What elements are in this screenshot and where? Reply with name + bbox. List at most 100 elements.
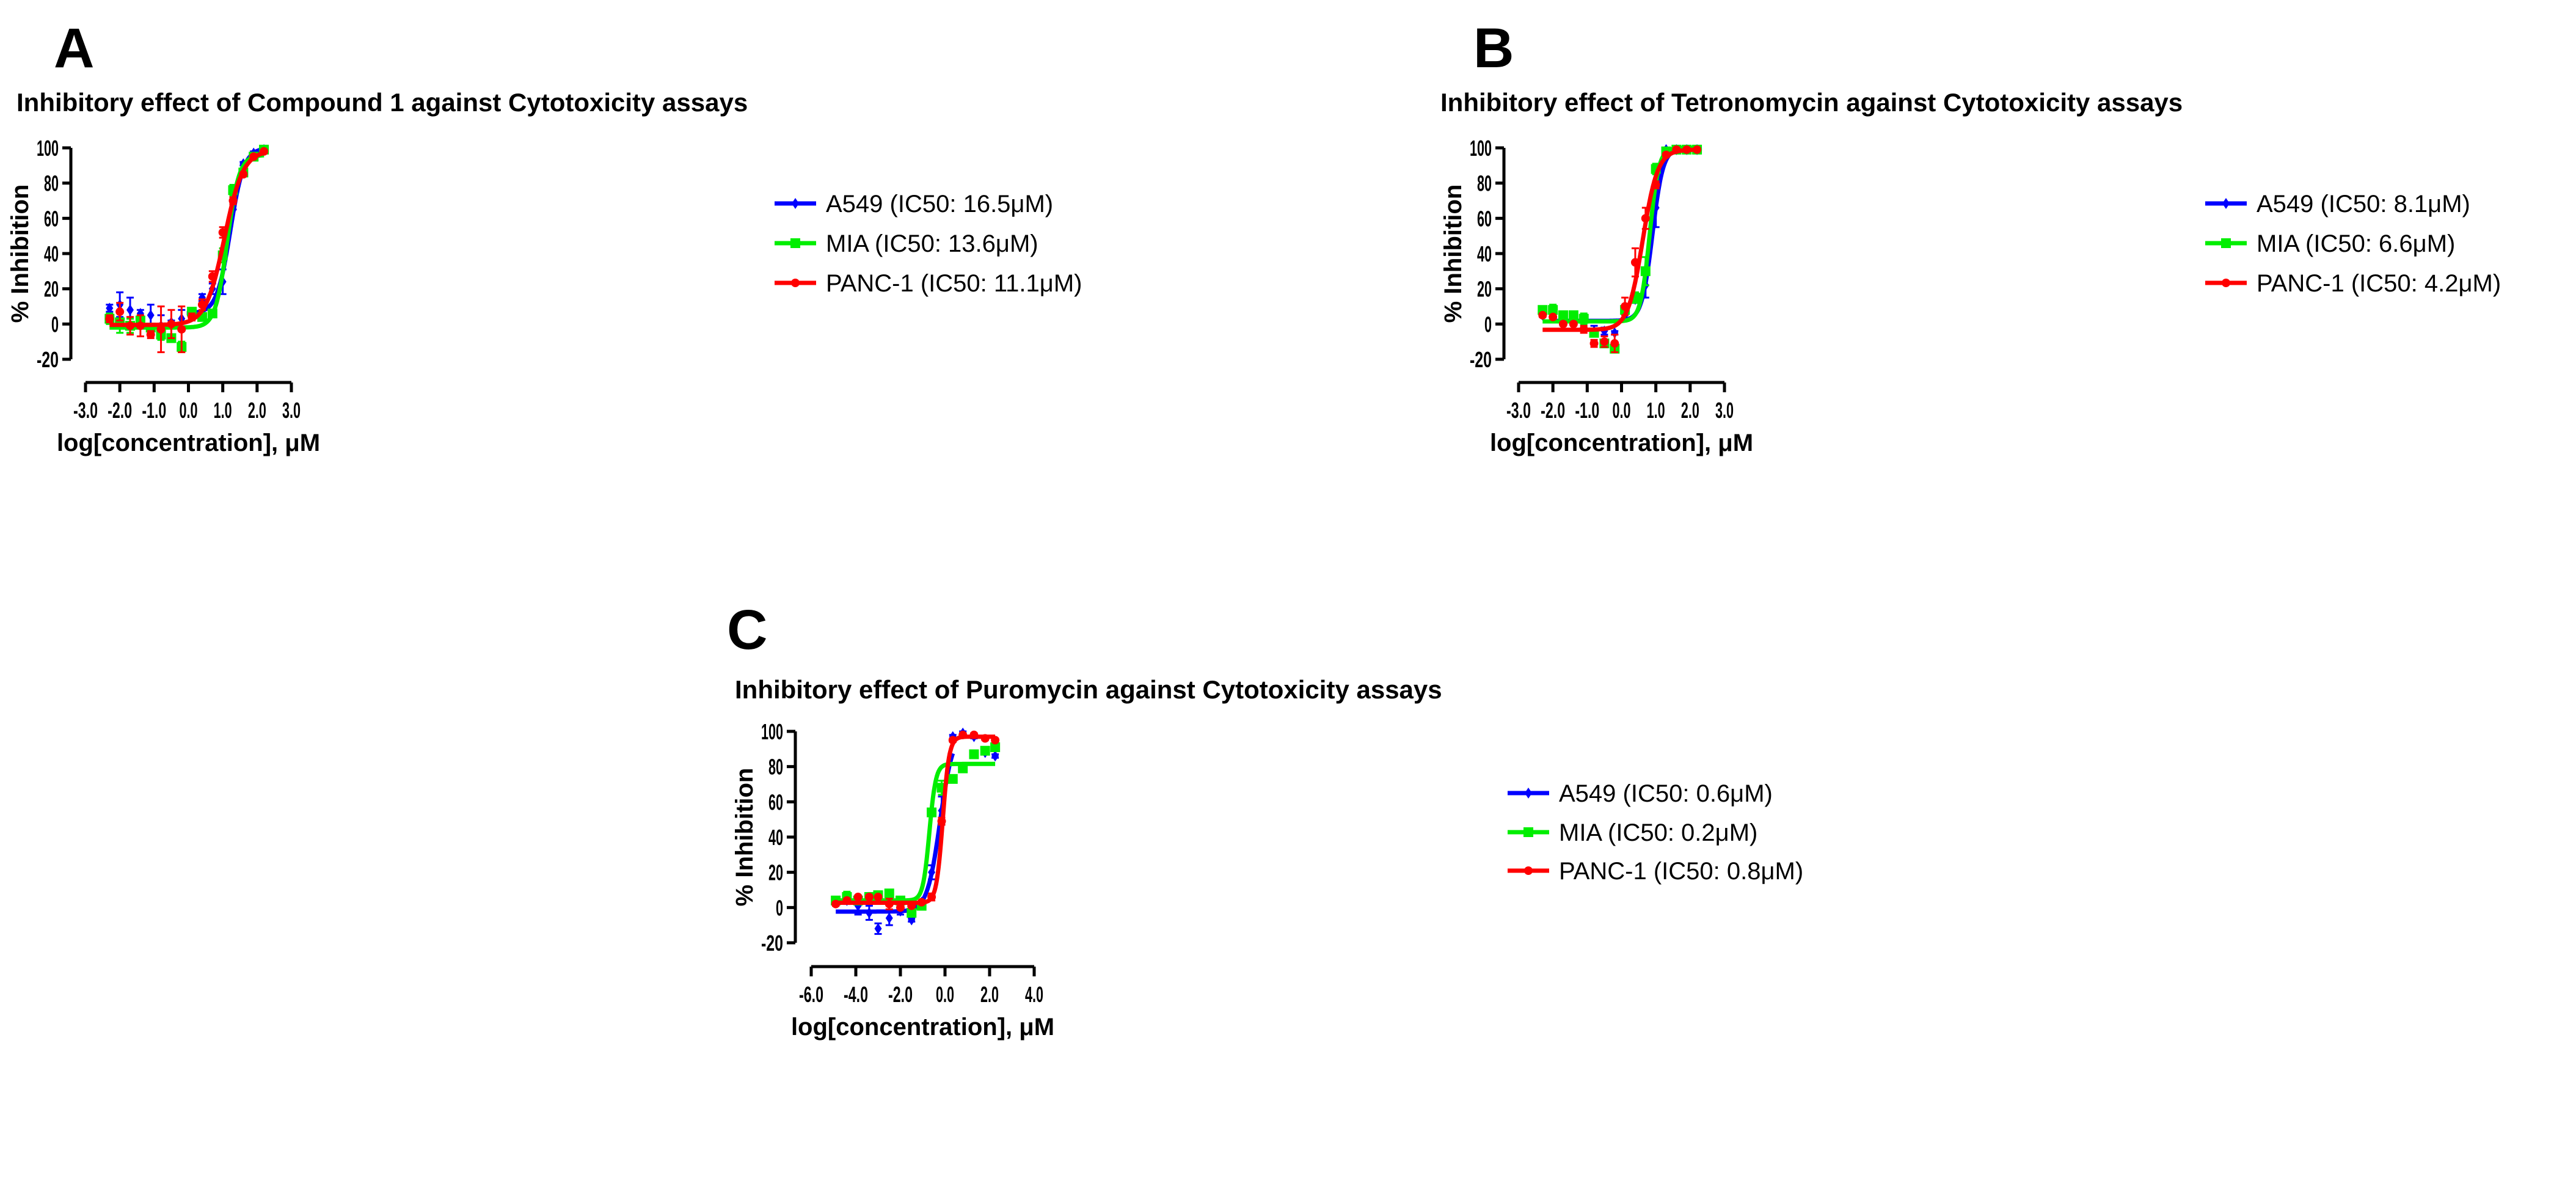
marker-circle [1559,320,1568,329]
legend-item-panc-1: PANC-1 (IC50: 4.2μM) [2205,270,2501,297]
marker-circle [239,170,248,179]
fit-curve-mia [1542,145,1698,324]
data-point [208,270,217,283]
marker-circle [1651,180,1660,189]
data-point [980,734,990,743]
marker-circle [105,314,114,323]
data-point [948,736,957,745]
data-point [1621,296,1630,316]
chart-title: Inhibitory effect of Compound 1 against … [16,88,748,117]
chart-title: Inhibitory effect of Puromycin against C… [735,675,1442,704]
data-point [1630,247,1640,277]
data-point [969,749,979,759]
marker-circle [1579,324,1588,334]
x-tick-label: -1.0 [1575,398,1599,423]
data-point [991,750,999,762]
y-tick-label: 60 [768,789,783,814]
marker-square [1558,310,1569,320]
y-axis-label: % Inhibition [1440,185,1467,323]
marker-circle [1641,214,1650,223]
y-tick-label: 60 [44,206,59,231]
y-tick-label: 20 [44,277,59,302]
data-point [1549,312,1558,321]
y-tick-label: 100 [1470,136,1492,161]
legend-marker [1524,866,1533,875]
marker-circle [1610,339,1619,348]
data-point [167,309,176,339]
marker-circle [218,228,227,237]
marker-circle [842,896,852,905]
marker-square [990,742,1001,752]
marker-square [947,774,958,784]
marker-diamond [885,912,893,924]
panel-C: C Inhibitory effect of Puromycin against … [727,599,1803,1041]
data-point [831,899,841,909]
marker-square [884,888,894,899]
marker-circle [188,312,197,321]
legend-item-mia: MIA (IC50: 6.6μM) [2205,230,2455,257]
data-point [853,893,863,902]
x-tick-label: -6.0 [799,982,823,1007]
marker-circle [969,730,979,739]
x-axis-label: log[concentration], μM [57,430,320,456]
marker-circle [208,272,217,281]
legend-item-mia: MIA (IC50: 0.2μM) [1508,819,1757,846]
marker-circle [958,730,968,739]
legend-marker [1525,788,1532,799]
marker-circle [1549,312,1558,321]
marker-diamond [1611,327,1619,338]
marker-circle [260,147,269,156]
marker-circle [907,901,916,910]
series-mia [831,742,1001,918]
marker-circle [853,893,863,902]
data-point [188,312,197,322]
data-point [874,922,882,935]
panel-letter: B [1473,17,1514,79]
marker-circle [1538,310,1547,320]
data-point [218,226,227,239]
y-tick-label: 20 [1477,277,1492,302]
data-point [947,774,958,784]
data-point [177,305,186,353]
data-point [115,302,125,322]
marker-square [907,907,917,918]
data-point [126,316,135,336]
legend-label: PANC-1 (IC50: 11.1μM) [826,270,1082,297]
marker-circle [146,330,155,339]
y-tick-label: 100 [37,136,59,161]
data-point [106,302,114,314]
marker-diamond [874,923,882,934]
marker-circle [1630,258,1640,267]
series-a549 [1539,144,1701,338]
data-point [864,893,874,902]
legend-marker [791,279,800,287]
x-tick-label: 1.0 [1647,398,1665,423]
data-point [885,898,894,910]
legend-item-a549: A549 (IC50: 0.6μM) [1508,780,1773,807]
data-point [927,892,936,902]
legend-label: A549 (IC50: 16.5μM) [826,191,1053,218]
marker-circle [874,893,883,902]
data-point [1682,145,1691,154]
marker-circle [167,320,176,329]
x-tick-label: 0.0 [936,982,954,1007]
marker-circle [1693,145,1702,154]
series-panc-1 [105,147,269,353]
marker-circle [156,324,166,334]
panel-A: A Inhibitory effect of Compound 1 against… [7,17,1082,456]
data-point [260,147,269,156]
legend-marker [2222,279,2230,287]
legend-marker [1523,827,1533,837]
marker-circle [937,817,946,826]
marker-circle [864,893,874,902]
legend-marker [792,198,799,209]
x-tick-label: -2.0 [108,398,132,423]
marker-square [969,749,979,759]
legend-marker [2221,238,2231,248]
marker-square [207,309,217,319]
legend-marker [790,238,800,248]
data-point [207,309,217,319]
marker-circle [917,898,926,907]
data-point [874,893,883,902]
y-tick-label: 40 [768,825,783,850]
